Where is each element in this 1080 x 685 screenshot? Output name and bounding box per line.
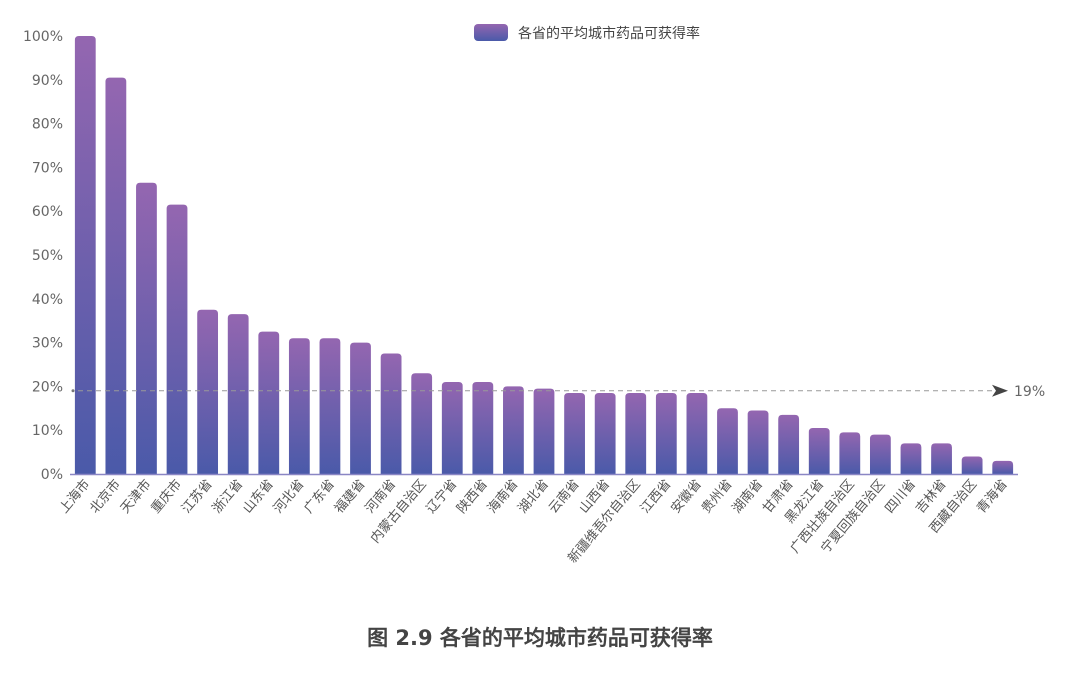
bar xyxy=(625,392,647,474)
bar xyxy=(778,414,800,474)
y-tick-label: 30% xyxy=(32,336,63,352)
chart-legend: 各省的平均城市药品可获得率 xyxy=(474,24,700,42)
y-tick-label: 0% xyxy=(41,467,63,483)
x-tick-label: 江西省 xyxy=(638,477,675,517)
x-tick-label: 湖北省 xyxy=(515,477,552,517)
y-tick-label: 20% xyxy=(32,379,63,395)
legend-swatch xyxy=(474,24,508,41)
bar xyxy=(808,428,830,474)
x-tick-label: 北京市 xyxy=(87,476,124,516)
bar xyxy=(931,443,952,474)
reference-line-label: 19% xyxy=(1014,384,1045,400)
bar xyxy=(839,432,861,474)
y-tick-label: 80% xyxy=(32,117,63,133)
bar xyxy=(258,331,280,474)
bar xyxy=(288,338,310,474)
y-tick-label: 60% xyxy=(32,204,63,220)
x-tick-label: 天津市 xyxy=(117,476,154,516)
legend-label: 各省的平均城市药品可获得率 xyxy=(518,25,700,42)
bar xyxy=(747,410,769,474)
x-tick-label: 重庆市 xyxy=(148,476,185,516)
bar xyxy=(227,314,249,474)
bar xyxy=(197,309,219,474)
bar xyxy=(350,342,371,474)
y-axis: 0% 10% 20% 30% 40% 50% 60% 70% 80% 90% 100% xyxy=(23,29,63,483)
y-tick-label: 10% xyxy=(32,423,63,439)
bar xyxy=(411,373,433,474)
x-tick-label: 青海省 xyxy=(974,477,1011,517)
x-tick-label: 河北省 xyxy=(271,477,308,517)
bar xyxy=(472,382,494,474)
bar xyxy=(900,443,922,474)
bar xyxy=(380,353,402,474)
reference-line: 19% xyxy=(71,384,1045,400)
bar xyxy=(166,204,188,474)
x-tick-label: 云南省 xyxy=(545,476,582,516)
x-tick-label: 安徽省 xyxy=(668,477,705,517)
y-tick-label: 70% xyxy=(32,160,63,176)
bar xyxy=(564,392,585,474)
bar xyxy=(319,338,341,474)
x-tick-label: 四川省 xyxy=(882,477,919,517)
x-tick-label: 浙江省 xyxy=(210,477,247,517)
y-tick-label: 100% xyxy=(23,29,63,45)
y-tick-label: 40% xyxy=(32,292,63,308)
x-tick-label: 广东省 xyxy=(301,477,338,517)
bar xyxy=(136,182,157,475)
x-tick-label: 贵州省 xyxy=(699,477,736,517)
bar xyxy=(992,460,1014,474)
x-tick-label: 江苏省 xyxy=(178,476,215,516)
reference-line-start-dot xyxy=(71,389,75,393)
chart-area: 各省的平均城市药品可获得率 0% 10% 20% 30% 40% 50% 60% 70% 80%… xyxy=(23,24,1045,566)
x-tick-label: 海南省 xyxy=(484,476,521,516)
bar xyxy=(961,456,983,474)
bar xyxy=(869,434,891,474)
bar xyxy=(717,408,738,474)
bar xyxy=(503,386,524,474)
reference-arrow-icon xyxy=(992,384,1008,397)
bar xyxy=(686,392,708,474)
x-axis-labels: 上海市北京市天津市重庆市江苏省浙江省山东省河北省广东省福建省河南省内蒙古自治区辽… xyxy=(56,476,1011,566)
x-tick-label: 山东省 xyxy=(240,477,277,517)
bar xyxy=(533,388,555,474)
figure-caption: 图 2.9 各省的平均城市药品可获得率 xyxy=(367,626,713,650)
bar xyxy=(655,392,677,474)
x-tick-label: 陕西省 xyxy=(454,477,491,517)
bar xyxy=(594,392,616,474)
bar xyxy=(105,77,127,475)
x-tick-label: 福建省 xyxy=(332,477,369,517)
y-tick-label: 90% xyxy=(32,73,63,89)
y-tick-label: 50% xyxy=(32,248,63,264)
x-tick-label: 湖南省 xyxy=(729,476,766,516)
bar xyxy=(441,382,463,474)
bars xyxy=(74,36,1014,475)
bar xyxy=(74,36,96,474)
bar-chart: 各省的平均城市药品可获得率 0% 10% 20% 30% 40% 50% 60% 70% 80%… xyxy=(23,24,1045,566)
x-tick-label: 辽宁省 xyxy=(423,476,460,516)
